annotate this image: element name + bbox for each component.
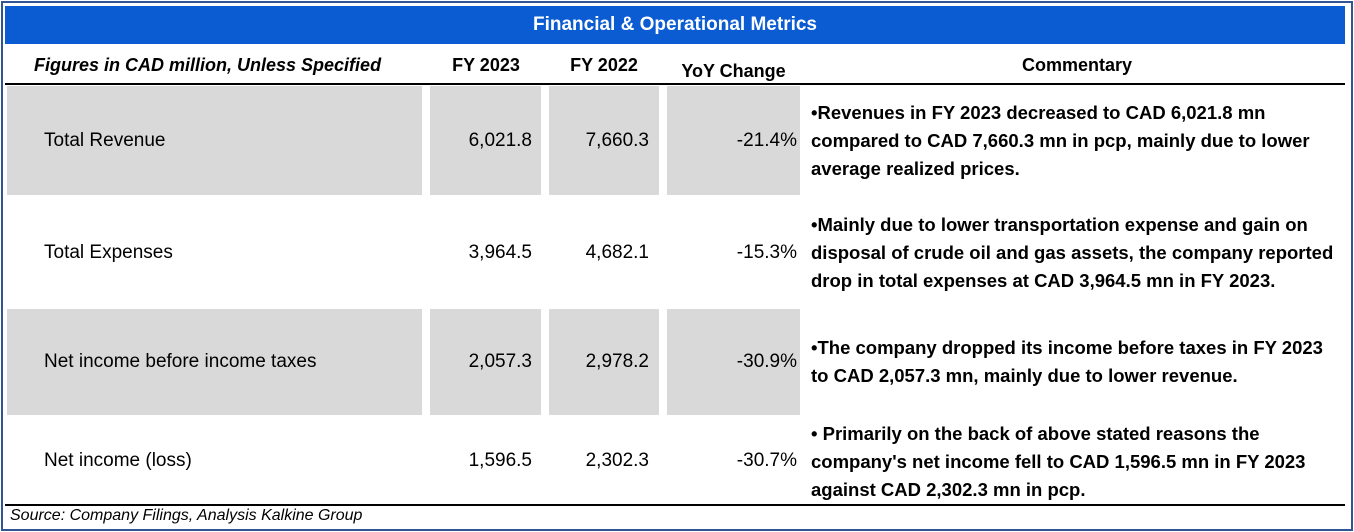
- row3-fy2022: 2,978.2: [585, 351, 649, 372]
- row2-yoy: -15.3%: [736, 241, 797, 263]
- row1-fy2022-bg: [549, 86, 659, 195]
- row3-fy2023: 2,057.3: [468, 351, 532, 372]
- row1-yoy-bg: [667, 86, 800, 195]
- row2-label: Total Expenses: [44, 241, 173, 263]
- row4-fy2022: 2,302.3: [585, 450, 649, 471]
- row3-yoy: -30.9%: [736, 351, 797, 372]
- row4-yoy: -30.7%: [736, 450, 797, 471]
- row4-label: Net income (loss): [44, 450, 192, 471]
- row1-label-bg: [7, 86, 422, 195]
- row4-commentary: • Primarily on the back of above stated …: [811, 423, 1306, 500]
- row3-label-bg: [7, 309, 422, 415]
- row3-fy2023-bg: [430, 309, 541, 415]
- row1-fy2023-bg: [430, 86, 541, 195]
- row3-yoy-bg: [667, 309, 800, 415]
- row2-fy2022: 4,682.1: [585, 241, 649, 263]
- source-note: Source: Company Filings, Analysis Kalkin…: [10, 507, 363, 524]
- header-commentary: Commentary: [1021, 54, 1133, 75]
- row1-fy2022: 7,660.3: [585, 129, 649, 151]
- row4-fy2023: 1,596.5: [468, 450, 532, 471]
- row1-label: Total Revenue: [44, 129, 166, 151]
- header-divider: [5, 83, 1345, 85]
- header-label: Figures in CAD million, Unless Specified: [34, 54, 382, 75]
- footer-divider: [5, 504, 1345, 506]
- row3-commentary: •The company dropped its income before t…: [811, 337, 1323, 386]
- row1-yoy: -21.4%: [736, 129, 797, 151]
- header-fy2022: FY 2022: [570, 54, 638, 75]
- row3-label: Net income before income taxes: [44, 351, 317, 372]
- header-yoy: YoY Change: [681, 60, 786, 81]
- row2-commentary: •Mainly due to lower transportation expe…: [811, 214, 1334, 291]
- header-fy2023: FY 2023: [452, 54, 520, 75]
- row1-fy2023: 6,021.8: [468, 129, 532, 151]
- table-title: Financial & Operational Metrics: [5, 6, 1345, 44]
- row3-fy2022-bg: [549, 309, 659, 415]
- row2-fy2023: 3,964.5: [468, 241, 532, 263]
- row1-commentary: •Revenues in FY 2023 decreased to CAD 6,…: [811, 102, 1310, 179]
